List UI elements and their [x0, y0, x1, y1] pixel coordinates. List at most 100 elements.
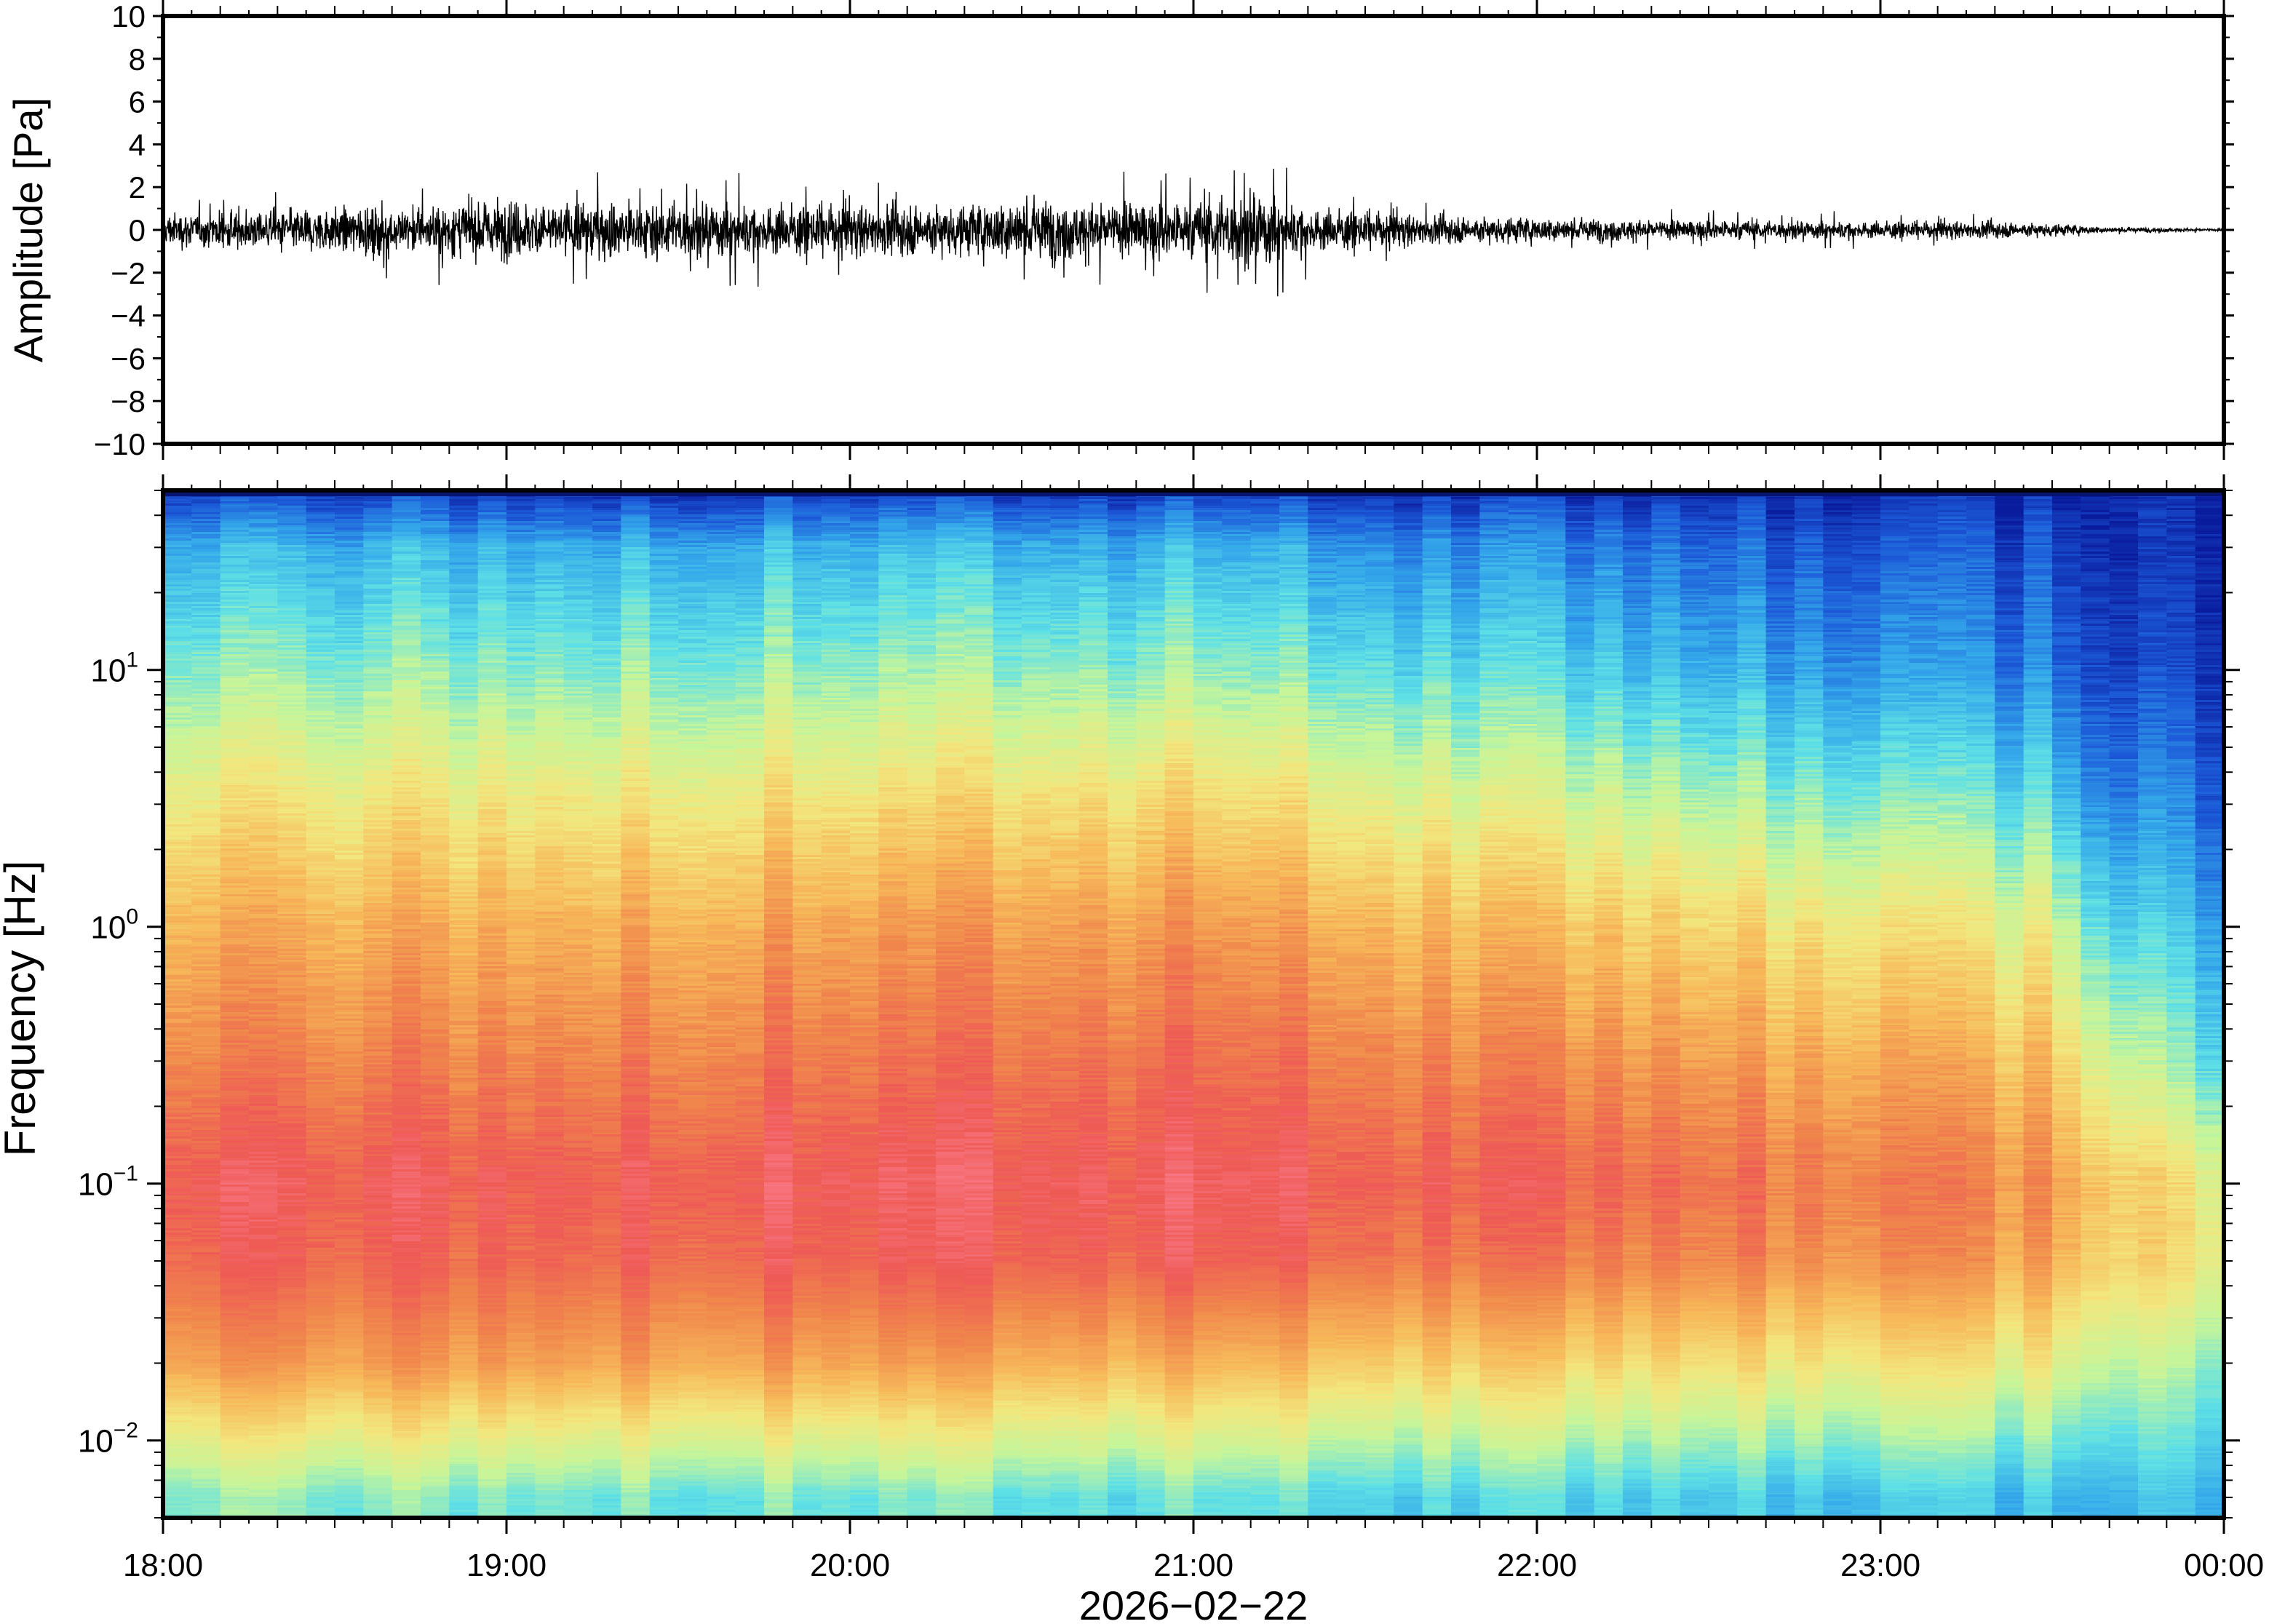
- spectrogram-cell: [449, 552, 479, 554]
- spectrogram-cell: [220, 796, 250, 799]
- spectrogram-cell: [220, 1056, 250, 1059]
- spectrogram-cell: [277, 1211, 307, 1214]
- spectrogram-cell: [277, 796, 307, 799]
- spectrogram-cell: [363, 776, 393, 779]
- spectrogram-cell: [249, 1436, 278, 1438]
- spectrogram-cell: [220, 1064, 250, 1067]
- spectrogram-cell: [421, 1442, 450, 1445]
- spectrogram-cell: [191, 973, 221, 976]
- spectrogram-cell: [363, 1431, 393, 1434]
- spectrogram-cell: [277, 654, 307, 657]
- spectrogram-cell: [220, 968, 250, 971]
- spectrogram-cell: [306, 1250, 335, 1253]
- spectrogram-cell: [277, 523, 307, 526]
- spectrogram-cell: [277, 783, 307, 786]
- spectrogram-cell: [220, 1427, 250, 1430]
- spectrogram-cell: [392, 835, 421, 838]
- spectrogram-cell: [191, 1095, 221, 1098]
- spectrogram-cell: [335, 912, 364, 915]
- spectrogram-cell: [249, 892, 278, 895]
- spectrogram-cell: [421, 1302, 450, 1305]
- spectrogram-cell: [163, 833, 192, 836]
- spectrogram-cell: [335, 1309, 364, 1312]
- spectrogram-cell: [191, 1121, 221, 1124]
- spectrogram-cell: [220, 643, 250, 646]
- spectrogram-cell: [220, 1429, 250, 1432]
- spectrogram-cell: [306, 617, 335, 620]
- spectrogram-cell: [220, 942, 250, 945]
- spectrogram-cell: [449, 628, 479, 631]
- spectrogram-cell: [249, 1016, 278, 1019]
- spectrogram-cell: [163, 1195, 192, 1198]
- spectrogram-cell: [220, 842, 250, 845]
- spectrogram-cell: [363, 1291, 393, 1294]
- spectrogram-cell: [363, 1230, 393, 1233]
- spectrogram-cell: [163, 1171, 192, 1174]
- spectrogram-cell: [163, 678, 192, 681]
- spectrogram-cell: [363, 1152, 393, 1155]
- spectrogram-cell: [363, 1418, 393, 1421]
- spectrogram-cell: [421, 997, 450, 1000]
- spectrogram-cell: [220, 589, 250, 592]
- spectrogram-cell: [392, 903, 421, 906]
- spectrogram-cell: [306, 1060, 335, 1063]
- spectrogram-cell: [249, 715, 278, 718]
- spectrogram-cell: [392, 1224, 421, 1227]
- spectrogram-cell: [277, 1385, 307, 1388]
- spectrogram-cell: [421, 813, 450, 816]
- spectrogram-cell: [421, 927, 450, 930]
- spectrogram-cell: [163, 851, 192, 853]
- spectrogram-cell: [191, 971, 221, 974]
- spectrogram-cell: [421, 656, 450, 659]
- spectrogram-cell: [335, 514, 364, 517]
- spectrogram-cell: [421, 1510, 450, 1513]
- spectrogram-cell: [277, 1252, 307, 1255]
- spectrogram-cell: [277, 652, 307, 655]
- spectrogram-cell: [277, 1490, 307, 1493]
- spectrogram-cell: [220, 1187, 250, 1190]
- spectrogram-cell: [306, 1075, 335, 1078]
- spectrogram-cell: [421, 1104, 450, 1107]
- spectrogram-cell: [220, 652, 250, 655]
- spectrogram-cell: [421, 1460, 450, 1462]
- spectrogram-cell: [449, 584, 479, 587]
- spectrogram-cell: [220, 818, 250, 821]
- spectrogram-cell: [392, 1267, 421, 1270]
- spectrogram-cell: [191, 661, 221, 664]
- spectrogram-cell: [306, 1139, 335, 1142]
- spectrogram-cell: [220, 1313, 250, 1316]
- spectrogram-cell: [363, 1119, 393, 1122]
- spectrogram-cell: [249, 1366, 278, 1369]
- spectrogram-cell: [392, 1374, 421, 1377]
- spectrogram-cell: [421, 757, 450, 760]
- spectrogram-cell: [421, 1034, 450, 1037]
- spectrogram-cell: [335, 1073, 364, 1076]
- spectrogram-cell: [249, 1405, 278, 1408]
- spectrogram-cell: [191, 783, 221, 786]
- spectrogram-cell: [335, 532, 364, 535]
- spectrogram-cell: [421, 831, 450, 834]
- spectrogram-cell: [163, 923, 192, 926]
- spectrogram-cell: [163, 842, 192, 845]
- spectrogram-cell: [421, 576, 450, 578]
- spectrogram-cell: [249, 964, 278, 967]
- spectrogram-cell: [363, 1283, 393, 1286]
- spectrogram-cell: [220, 958, 250, 960]
- spectrogram-cell: [249, 1088, 278, 1091]
- spectrogram-cell: [220, 805, 250, 808]
- spectrogram-cell: [421, 1019, 450, 1022]
- spectrogram-cell: [163, 1200, 192, 1203]
- spectrogram-cell: [306, 608, 335, 611]
- spectrogram-cell: [249, 938, 278, 941]
- spectrogram-cell: [421, 912, 450, 915]
- spectrogram-cell: [421, 844, 450, 847]
- spectrogram-cell: [277, 672, 307, 674]
- spectrogram-cell: [363, 1481, 393, 1484]
- spectrogram-cell: [421, 595, 450, 598]
- spectrogram-cell: [306, 528, 335, 530]
- spectrogram-cell: [249, 1195, 278, 1198]
- spectrogram-cell: [220, 1318, 250, 1321]
- spectrogram-cell: [335, 1132, 364, 1135]
- spectrogram-cell: [277, 1106, 307, 1109]
